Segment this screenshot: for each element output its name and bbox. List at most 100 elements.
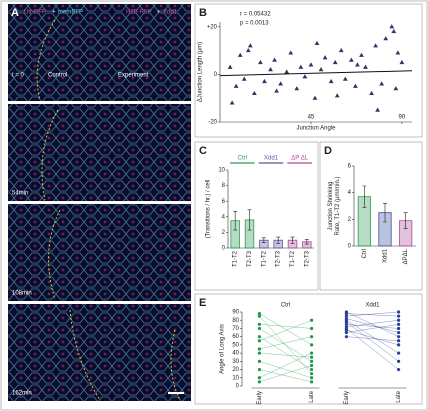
- point: [397, 310, 401, 314]
- point: [344, 310, 348, 314]
- point: [312, 95, 318, 100]
- y-tick-label: 0: [214, 72, 218, 78]
- x-tick-label: T1-T2: [261, 250, 267, 267]
- x-axis-label: Junction Angle: [296, 126, 336, 132]
- point: [258, 59, 263, 65]
- y-axis-label: (Transitions / hr.) / cell: [206, 180, 212, 239]
- header-label: +: [52, 10, 56, 16]
- point: [344, 325, 348, 329]
- point: [310, 355, 314, 359]
- pair-line: [346, 324, 399, 329]
- group-label: ΔP ΔL: [291, 156, 309, 162]
- y-tick-label: 2: [222, 230, 226, 236]
- y-tick-label: 10: [218, 168, 225, 174]
- point: [302, 74, 308, 79]
- pair-line: [259, 352, 312, 379]
- pair-line: [346, 311, 399, 337]
- y-tick-label: 4: [222, 214, 226, 220]
- x-tick-label: Early: [257, 391, 263, 405]
- point: [397, 343, 401, 347]
- point: [397, 322, 401, 326]
- point: [344, 314, 348, 318]
- point: [344, 335, 348, 339]
- error-bar: [383, 203, 387, 223]
- x-tick-label: 90: [399, 115, 406, 121]
- point: [397, 335, 401, 339]
- error-bar: [276, 236, 281, 244]
- group-label: Xdd1: [264, 156, 279, 162]
- y-tick-label: 4: [348, 190, 352, 196]
- x-tick-label: T1-T2: [233, 250, 239, 267]
- x-tick-label: T2-T3: [276, 250, 282, 267]
- point: [379, 81, 385, 86]
- point: [344, 328, 348, 332]
- x-tick-label: 45: [308, 115, 315, 121]
- y-axis-label: Junction Shrinking: [328, 181, 334, 230]
- point: [245, 47, 251, 53]
- y-tick-label: 80: [232, 318, 239, 324]
- y-tick-label: +20: [207, 24, 218, 30]
- point: [298, 64, 304, 69]
- y-axis-label: Angle of Long Axis: [220, 324, 226, 374]
- point: [359, 52, 364, 57]
- point: [397, 326, 401, 331]
- point: [397, 359, 401, 363]
- y-tick-label: 6: [222, 199, 226, 205]
- point: [257, 367, 261, 372]
- y-tick-label: 30: [232, 359, 239, 365]
- header-label: +: [157, 10, 161, 16]
- point: [328, 78, 334, 84]
- point: [274, 88, 279, 93]
- x-tick-label: Early: [344, 391, 350, 405]
- point: [294, 86, 300, 91]
- point: [397, 330, 401, 335]
- panel-letter: C: [199, 145, 207, 157]
- point: [389, 24, 395, 29]
- x-tick-label: Late: [396, 390, 402, 402]
- panel-letter: D: [324, 145, 332, 157]
- point: [251, 90, 257, 96]
- point: [268, 67, 273, 72]
- y-axis-label: Rate, T1-T2 (μm/min.): [335, 176, 341, 235]
- x-tick-label: Ctrl: [362, 249, 368, 258]
- y-tick-label: 20: [232, 367, 239, 373]
- point: [257, 376, 261, 380]
- point: [257, 347, 261, 351]
- y-axis-label: ΔJunction Length (μm): [198, 42, 204, 103]
- error-bar: [403, 212, 408, 229]
- point: [397, 339, 401, 343]
- region-label: Control: [48, 73, 67, 79]
- point: [355, 62, 360, 67]
- point: [310, 380, 314, 384]
- point: [344, 322, 348, 326]
- frame-time: 54min: [12, 191, 28, 197]
- point: [344, 320, 348, 324]
- annotation: r = 0.05432: [240, 12, 271, 18]
- header-label: H2B-RFP: [126, 10, 152, 16]
- point: [363, 64, 368, 69]
- panel-frame: [194, 141, 319, 291]
- point: [257, 380, 261, 384]
- x-tick-label: Xdd1: [383, 248, 389, 263]
- point: [310, 359, 314, 363]
- pair-line: [346, 313, 399, 317]
- frame-time: 162min: [12, 391, 32, 397]
- y-tick-label: 70: [232, 326, 239, 332]
- x-tick-label: T2-T3: [247, 250, 253, 267]
- point: [227, 64, 233, 69]
- point: [310, 372, 314, 376]
- point: [284, 69, 290, 74]
- point: [310, 376, 314, 380]
- point: [353, 83, 358, 88]
- panel-frame: [194, 3, 423, 138]
- point: [310, 318, 314, 322]
- point: [257, 322, 261, 326]
- point: [397, 314, 401, 318]
- pair-line: [346, 311, 399, 317]
- y-tick-label: 90: [232, 310, 239, 316]
- frame-time: t = 0: [12, 73, 25, 79]
- panel-a: A Utr-RFP + memBFP H2B-RFP + Xdd1 t = 0 …: [8, 4, 191, 401]
- y-tick-label: 40: [232, 351, 239, 357]
- group-label: Ctrl: [281, 303, 290, 309]
- point: [310, 367, 314, 372]
